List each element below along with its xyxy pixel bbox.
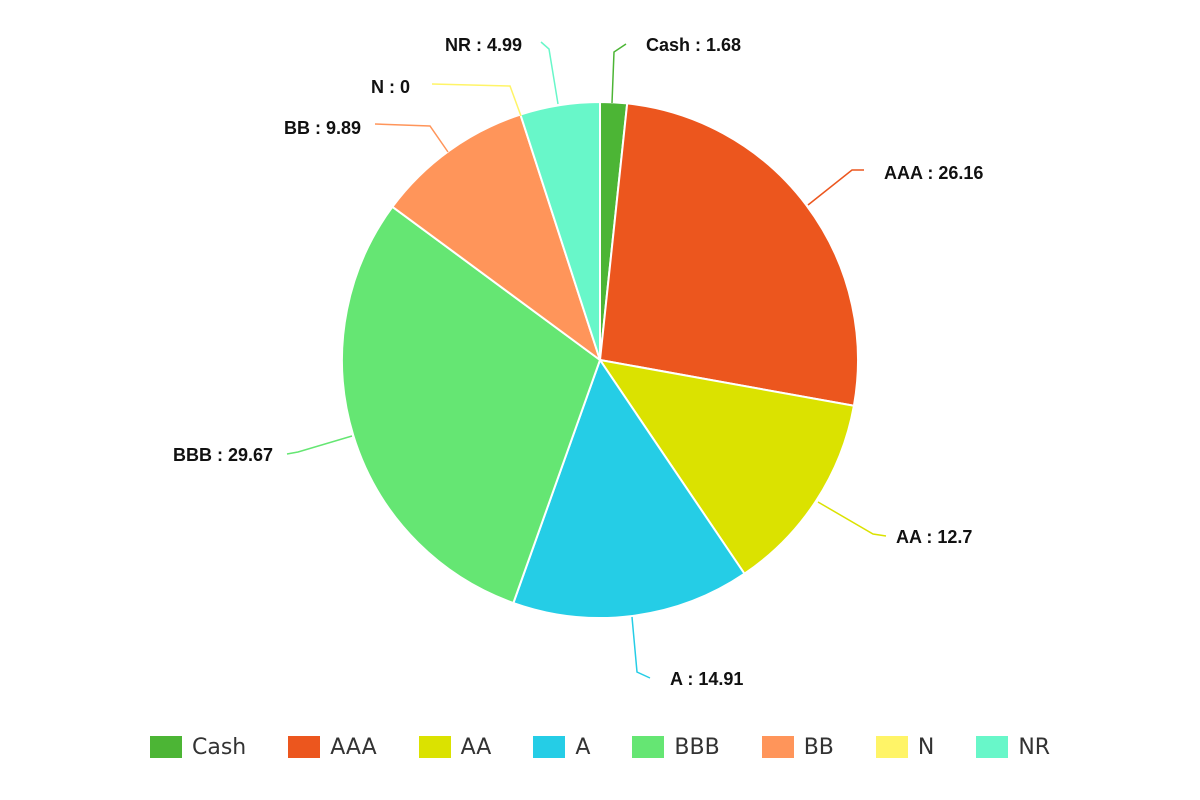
legend-item-cash[interactable]: Cash: [150, 735, 246, 760]
legend-swatch-aa: [418, 736, 451, 758]
legend-label-a: A: [575, 734, 591, 760]
data-label-bb: BB : 9.89: [284, 118, 361, 138]
legend-item-n[interactable]: N: [875, 734, 935, 760]
legend-swatch-n: [875, 736, 908, 758]
data-label-aaa: AAA : 26.16: [884, 163, 983, 183]
leader-line-bb: [374, 123, 449, 153]
legend-label-n: N: [917, 734, 935, 760]
legend-swatch-nr: [976, 736, 1009, 758]
legend-item-nr[interactable]: NR: [976, 735, 1050, 760]
leader-line-aaa: [807, 169, 864, 206]
data-label-cash: Cash : 1.68: [646, 35, 741, 55]
pie-slice-aa[interactable]: [599, 359, 855, 575]
data-label-aa: AA : 12.7: [896, 527, 972, 547]
leader-line-bbb: [286, 435, 353, 455]
pie-slice-bbb[interactable]: [341, 205, 601, 605]
legend-swatch-a: [533, 736, 566, 758]
legend-label-nr: NR: [1018, 734, 1051, 760]
data-labels: Cash : 1.68 AAA : 26.16 AA : 12.7 A : 14.91…: [173, 35, 983, 689]
legend-item-aa[interactable]: AA: [418, 734, 492, 760]
leader-line-nr: [540, 41, 559, 105]
legend-label-bbb: BBB: [674, 734, 720, 760]
legend-item-aaa[interactable]: AAA: [288, 734, 377, 760]
legend-swatch-bb: [761, 736, 794, 758]
pie-slice-a[interactable]: [512, 359, 746, 619]
legend-item-a[interactable]: A: [533, 735, 590, 760]
data-label-a: A : 14.91: [670, 669, 743, 689]
leader-line-aa: [817, 501, 887, 537]
label-leader-lines: [286, 41, 887, 679]
pie-slices: [341, 101, 859, 619]
leader-line-cash: [611, 43, 627, 104]
leader-line-a: [631, 616, 651, 679]
pie-slice-bb[interactable]: [391, 113, 601, 361]
data-label-n: N : 0: [371, 77, 410, 97]
data-label-nr: NR : 4.99: [445, 35, 522, 55]
data-label-bbb: BBB : 29.67: [173, 445, 273, 465]
chart-legend: Cash AAA AA A BBB BB N NR: [150, 730, 1050, 764]
pie-slice-aaa[interactable]: [599, 102, 859, 407]
legend-item-bb[interactable]: BB: [761, 734, 834, 760]
legend-item-bbb[interactable]: BBB: [632, 734, 720, 760]
legend-label-aaa: AAA: [330, 734, 377, 760]
legend-label-bb: BB: [803, 734, 834, 760]
legend-label-cash: Cash: [192, 734, 247, 760]
legend-swatch-aaa: [288, 736, 321, 758]
legend-swatch-bbb: [632, 736, 665, 758]
legend-label-aa: AA: [460, 734, 492, 760]
legend-swatch-cash: [150, 736, 182, 758]
leader-line-n: [431, 83, 522, 117]
